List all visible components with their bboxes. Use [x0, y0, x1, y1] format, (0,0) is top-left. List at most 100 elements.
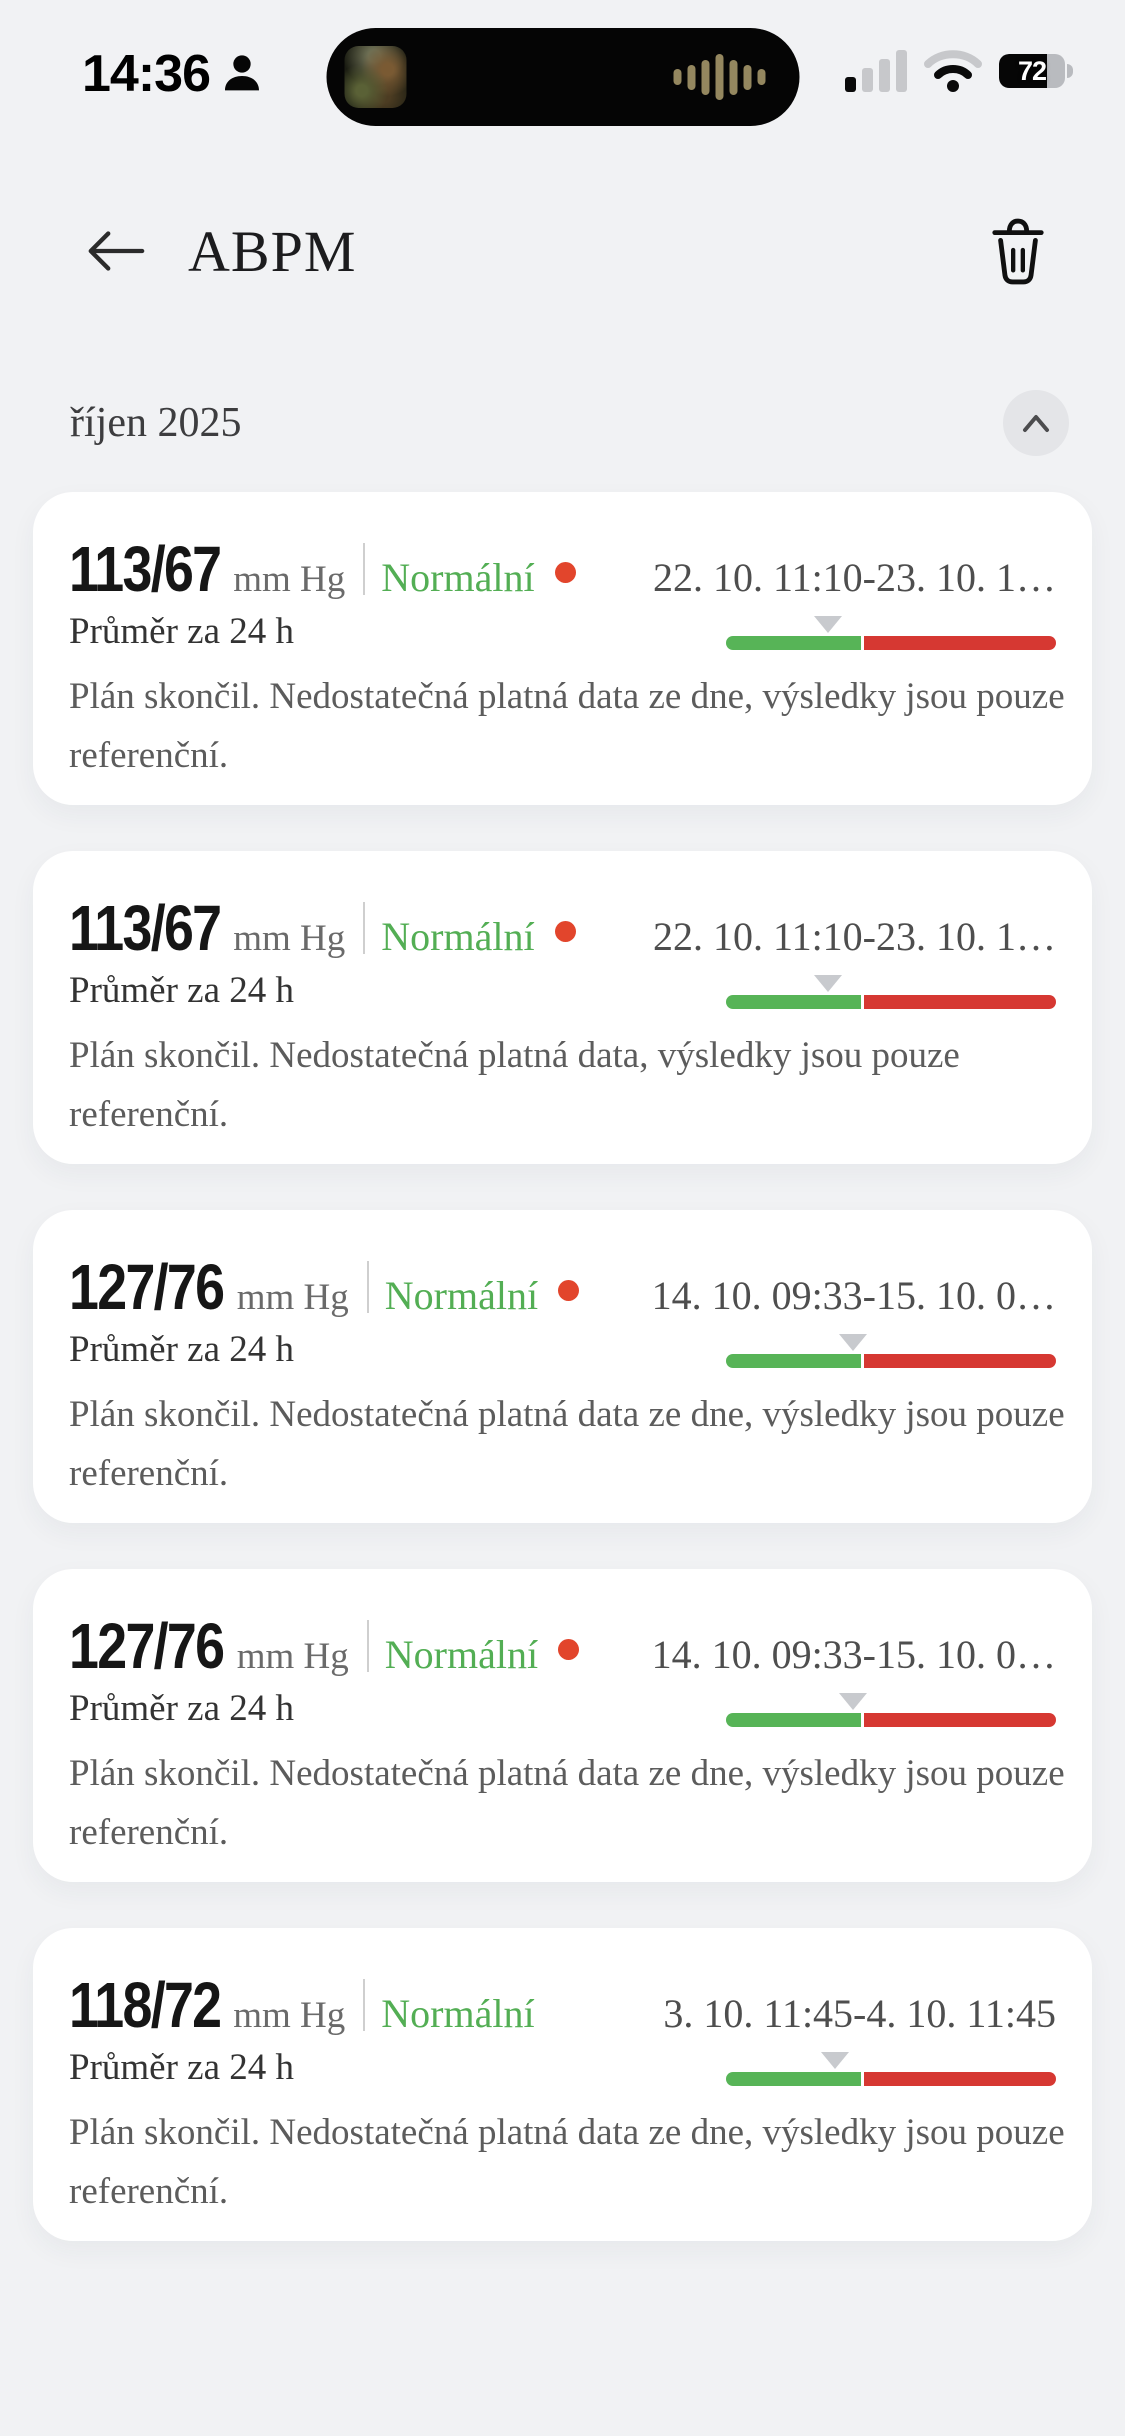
alert-dot: [558, 1279, 580, 1301]
bp-value: 113/67: [69, 533, 222, 605]
description-line: Plán skončil. Nedostatečná platná data z…: [69, 1394, 1065, 1435]
divider: [363, 543, 366, 595]
average-label: Průměr za 24 h: [69, 1688, 295, 1729]
description-line: Plán skončil. Nedostatečná platná data z…: [69, 2112, 1065, 2153]
description-line: Plán skončil. Nedostatečná platná data, …: [69, 1035, 960, 1076]
card-list: 113/67 mm Hg Normální 22. 10. 11:10-23. …: [0, 492, 1125, 2241]
back-arrow-icon: [84, 226, 146, 276]
gauge-green-segment: [726, 1354, 862, 1368]
clock: 14:36: [82, 45, 211, 103]
average-label: Průměr za 24 h: [69, 2047, 295, 2088]
gauge-track: [726, 2072, 1056, 2086]
gauge-green-segment: [726, 2072, 862, 2086]
card-headline: 118/72 mm Hg Normální 3. 10. 11:45-4. 10…: [69, 1968, 1056, 2042]
bp-range-gauge: [726, 2049, 1056, 2086]
status-badge: Normální: [381, 914, 535, 959]
dynamic-island[interactable]: [326, 28, 799, 126]
card-description: Plán skončil. Nedostatečná platná data z…: [69, 1385, 1065, 1503]
card-gauge-row: Průměr za 24 h: [69, 2046, 1056, 2089]
month-section-header: říjen 2025: [70, 390, 1069, 456]
abpm-record-card[interactable]: 113/67 mm Hg Normální 22. 10. 11:10-23. …: [33, 851, 1092, 1164]
bp-range-gauge: [726, 613, 1056, 650]
status-bar: 14:36: [0, 0, 1125, 140]
gauge-green-segment: [726, 995, 862, 1009]
card-headline: 127/76 mm Hg Normální 14. 10. 09:33-15. …: [69, 1250, 1056, 1324]
signal-icon: [845, 50, 907, 92]
description-line: Plán skončil. Nedostatečná platná data z…: [69, 676, 1065, 717]
description-line: referenční.: [69, 1812, 229, 1853]
bp-unit: mm Hg: [236, 1277, 349, 1318]
bp-range-gauge: [726, 972, 1056, 1009]
bp-unit: mm Hg: [233, 918, 346, 959]
card-description: Plán skončil. Nedostatečná platná data z…: [69, 1744, 1065, 1862]
average-label: Průměr za 24 h: [69, 611, 295, 652]
alert-dot: [554, 920, 576, 942]
status-right-group: 72: [845, 50, 1073, 92]
music-waveform-icon: [673, 54, 765, 100]
gauge-green-segment: [726, 636, 862, 650]
bp-range-gauge: [726, 1690, 1056, 1727]
card-headline: 113/67 mm Hg Normální 22. 10. 11:10-23. …: [69, 891, 1056, 965]
date-range: 22. 10. 11:10-23. 10. 1…: [653, 914, 1056, 959]
alert-dot: [554, 561, 576, 583]
gauge-marker-icon: [839, 1693, 868, 1710]
description-line: referenční.: [69, 2171, 229, 2212]
status-badge: Normální: [384, 1273, 539, 1318]
abpm-record-card[interactable]: 127/76 mm Hg Normální 14. 10. 09:33-15. …: [33, 1210, 1092, 1523]
collapse-section-button[interactable]: [1003, 390, 1069, 456]
divider: [363, 1979, 366, 2031]
card-description: Plán skončil. Nedostatečná platná data z…: [69, 2103, 1065, 2221]
delete-button[interactable]: [989, 217, 1047, 285]
card-gauge-row: Průměr za 24 h: [69, 1328, 1056, 1371]
card-description: Plán skončil. Nedostatečná platná data, …: [69, 1026, 1056, 1144]
gauge-track: [726, 1713, 1056, 1727]
card-description: Plán skončil. Nedostatečná platná data z…: [69, 667, 1065, 785]
bp-value: 113/67: [69, 892, 222, 964]
gauge-track: [726, 636, 1056, 650]
gauge-marker-icon: [814, 616, 843, 633]
abpm-record-card[interactable]: 113/67 mm Hg Normální 22. 10. 11:10-23. …: [33, 492, 1092, 805]
bp-unit: mm Hg: [233, 1995, 346, 2036]
card-headline: 113/67 mm Hg Normální 22. 10. 11:10-23. …: [69, 532, 1056, 606]
abpm-record-card[interactable]: 127/76 mm Hg Normální 14. 10. 09:33-15. …: [33, 1569, 1092, 1882]
card-gauge-row: Průměr za 24 h: [69, 1687, 1056, 1730]
date-range: 22. 10. 11:10-23. 10. 1…: [653, 555, 1056, 600]
average-label: Průměr za 24 h: [69, 970, 295, 1011]
alert-dot: [558, 1638, 580, 1660]
average-label: Průměr za 24 h: [69, 1329, 295, 1370]
divider: [366, 1620, 369, 1672]
month-label: říjen 2025: [70, 400, 242, 446]
date-range: 3. 10. 11:45-4. 10. 11:45: [663, 1991, 1056, 2036]
abpm-record-card[interactable]: 118/72 mm Hg Normální 3. 10. 11:45-4. 10…: [33, 1928, 1092, 2241]
gauge-green-segment: [726, 1713, 862, 1727]
card-gauge-row: Průměr za 24 h: [69, 610, 1056, 653]
bp-value: 118/72: [69, 1969, 222, 2041]
gauge-red-segment: [864, 995, 1056, 1009]
gauge-marker-icon: [839, 1334, 868, 1351]
card-headline: 127/76 mm Hg Normální 14. 10. 09:33-15. …: [69, 1609, 1056, 1683]
status-badge: Normální: [381, 1991, 535, 2036]
gauge-track: [726, 1354, 1056, 1368]
bp-unit: mm Hg: [236, 1636, 349, 1677]
description-line: referenční.: [69, 735, 229, 776]
gauge-marker-icon: [820, 2052, 849, 2069]
status-badge: Normální: [384, 1632, 539, 1677]
bp-value: 127/76: [69, 1251, 225, 1323]
page-title: ABPM: [188, 218, 357, 284]
gauge-red-segment: [864, 1713, 1056, 1727]
gauge-red-segment: [864, 636, 1056, 650]
bp-value: 127/76: [69, 1610, 225, 1682]
chevron-up-icon: [1020, 413, 1052, 433]
back-button[interactable]: [84, 226, 146, 276]
card-gauge-row: Průměr za 24 h: [69, 969, 1056, 1012]
bp-unit: mm Hg: [233, 559, 346, 600]
battery-icon: 72: [999, 54, 1073, 88]
wifi-icon: [924, 50, 982, 92]
description-line: referenční.: [69, 1453, 229, 1494]
bp-range-gauge: [726, 1331, 1056, 1368]
gauge-track: [726, 995, 1056, 1009]
description-line: Plán skončil. Nedostatečná platná data z…: [69, 1753, 1065, 1794]
description-line: referenční.: [69, 1094, 229, 1135]
status-badge: Normální: [381, 555, 535, 600]
date-range: 14. 10. 09:33-15. 10. 0…: [651, 1632, 1056, 1677]
